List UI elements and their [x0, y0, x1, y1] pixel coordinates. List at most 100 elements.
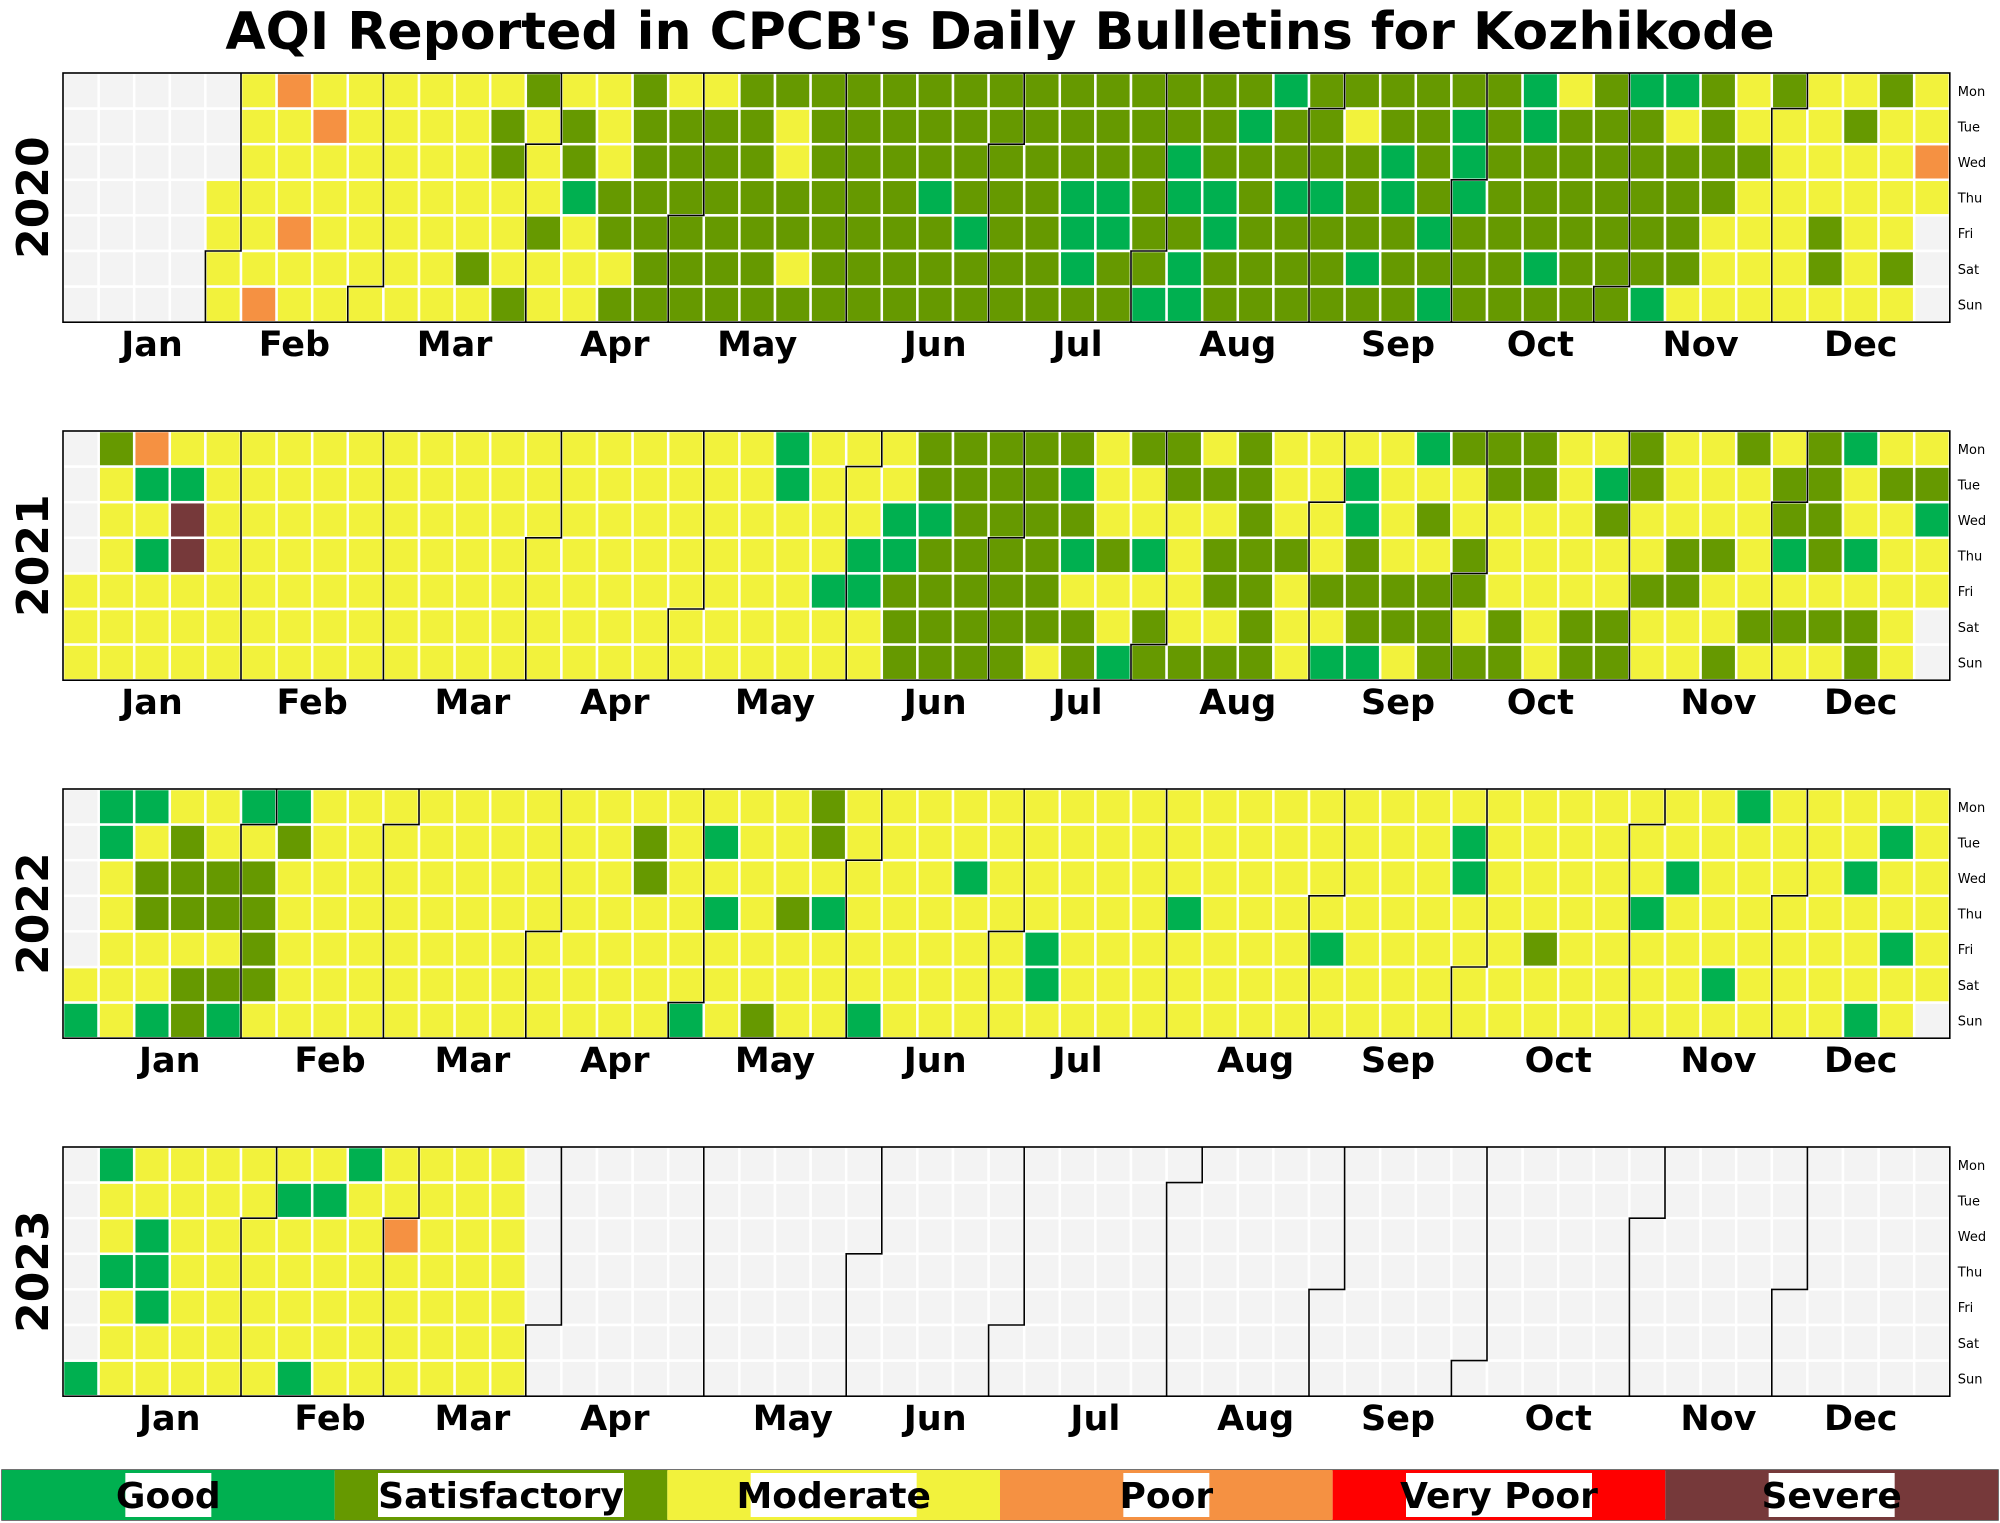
day-cell: [1841, 214, 1880, 253]
day-cell: [560, 930, 599, 969]
day-cell: [1663, 643, 1702, 682]
day-cell: [1485, 214, 1524, 253]
year-block-2021: Jan Feb Mar Apr May Jun Jul Aug Sep Oct Nov DecMonT…: [8, 429, 1986, 723]
day-cell: [97, 930, 136, 969]
day-cell: [275, 500, 314, 540]
day-cell: [275, 787, 314, 826]
day-cell: [1058, 465, 1097, 504]
day-cell: [844, 214, 884, 253]
day-cell: [773, 214, 812, 253]
day-cell: [1877, 572, 1916, 611]
day-cell: [631, 71, 670, 110]
day-cell: [1307, 930, 1346, 969]
weekday-label: Mon: [1958, 1159, 1985, 1174]
day-cell: [738, 858, 777, 898]
day-cell: [168, 643, 207, 682]
day-cell: [275, 607, 314, 646]
day-cell: [1912, 965, 1952, 1004]
day-cell: [916, 465, 955, 504]
legend-label-bg: [1768, 1473, 1895, 1517]
day-cell: [97, 249, 136, 288]
month-boundary: [1450, 431, 1488, 681]
day-cell: [1841, 1181, 1880, 1220]
day-cell: [1307, 1252, 1346, 1291]
day-cell: [382, 249, 421, 288]
day-cell: [773, 1288, 812, 1327]
day-cell: [1521, 1323, 1560, 1362]
day-cell: [524, 1001, 563, 1040]
day-cell: [97, 1252, 136, 1291]
day-cell: [1628, 858, 1667, 898]
day-cell: [809, 965, 848, 1004]
day-cell: [1022, 1216, 1062, 1256]
month-boundary: [1308, 73, 1346, 323]
day-cell: [666, 965, 706, 1004]
day-cell: [1129, 572, 1168, 611]
day-cell: [97, 1323, 136, 1362]
day-cell: [1450, 71, 1489, 110]
day-cell: [97, 536, 136, 575]
day-cell: [524, 965, 563, 1004]
day-cell: [595, 787, 634, 826]
day-cell: [1200, 965, 1240, 1004]
day-cell: [1129, 465, 1168, 504]
day-cell: [168, 823, 207, 862]
day-cell: [1450, 858, 1489, 898]
day-cell: [1236, 1001, 1275, 1040]
day-cell: [1272, 1252, 1311, 1291]
legend-label-bg: [1123, 1473, 1210, 1517]
day-cell: [239, 465, 278, 504]
day-cell: [951, 178, 990, 217]
day-cell: [1022, 214, 1062, 253]
day-cell: [844, 607, 884, 646]
day-cell: [844, 1359, 884, 1398]
day-cell: [204, 429, 243, 468]
month-boundary: [240, 789, 278, 1039]
day-cell: [239, 107, 278, 146]
day-cell: [1556, 500, 1596, 540]
day-cell: [488, 607, 528, 646]
day-cell: [702, 1001, 741, 1040]
day-cell: [1592, 429, 1631, 468]
month-boundary: [240, 1147, 278, 1397]
day-cell: [1450, 285, 1489, 324]
day-cell: [631, 1323, 670, 1362]
day-cell: [1912, 1145, 1952, 1184]
month-boundary: [1165, 1147, 1203, 1397]
day-cell: [1272, 1001, 1311, 1040]
month-boundary: [204, 73, 242, 323]
day-cell: [1414, 500, 1453, 540]
day-cell: [951, 1323, 990, 1362]
day-cell: [1699, 858, 1738, 898]
day-cell: [382, 894, 421, 933]
day-cell: [809, 1323, 848, 1362]
day-cell: [560, 1181, 599, 1220]
month-label: May: [735, 683, 815, 723]
day-cell: [1378, 1181, 1418, 1220]
day-cell: [844, 500, 884, 540]
day-cell: [61, 607, 100, 646]
day-cell: [560, 178, 599, 217]
day-cell: [1628, 142, 1667, 182]
day-cell: [560, 71, 599, 110]
day-cell: [1058, 1145, 1097, 1184]
day-cell: [1307, 1145, 1346, 1184]
day-cell: [1877, 1145, 1916, 1184]
day-cell: [987, 1359, 1026, 1398]
weekday-label: Thu: [1957, 908, 1982, 923]
empty-cell: [61, 823, 100, 862]
month-label: Feb: [294, 1041, 365, 1081]
day-cell: [916, 787, 955, 826]
day-cell: [488, 572, 528, 611]
day-cell: [1663, 787, 1702, 826]
day-cell: [239, 1216, 278, 1256]
day-cell: [1058, 536, 1097, 575]
weekday-label: Tue: [1957, 836, 1980, 851]
day-cell: [1272, 894, 1311, 933]
day-cell: [738, 1001, 777, 1040]
day-cell: [1663, 607, 1702, 646]
day-cell: [488, 142, 528, 182]
day-cell: [1521, 643, 1560, 682]
day-cell: [1272, 965, 1311, 1004]
day-cell: [1022, 572, 1062, 611]
